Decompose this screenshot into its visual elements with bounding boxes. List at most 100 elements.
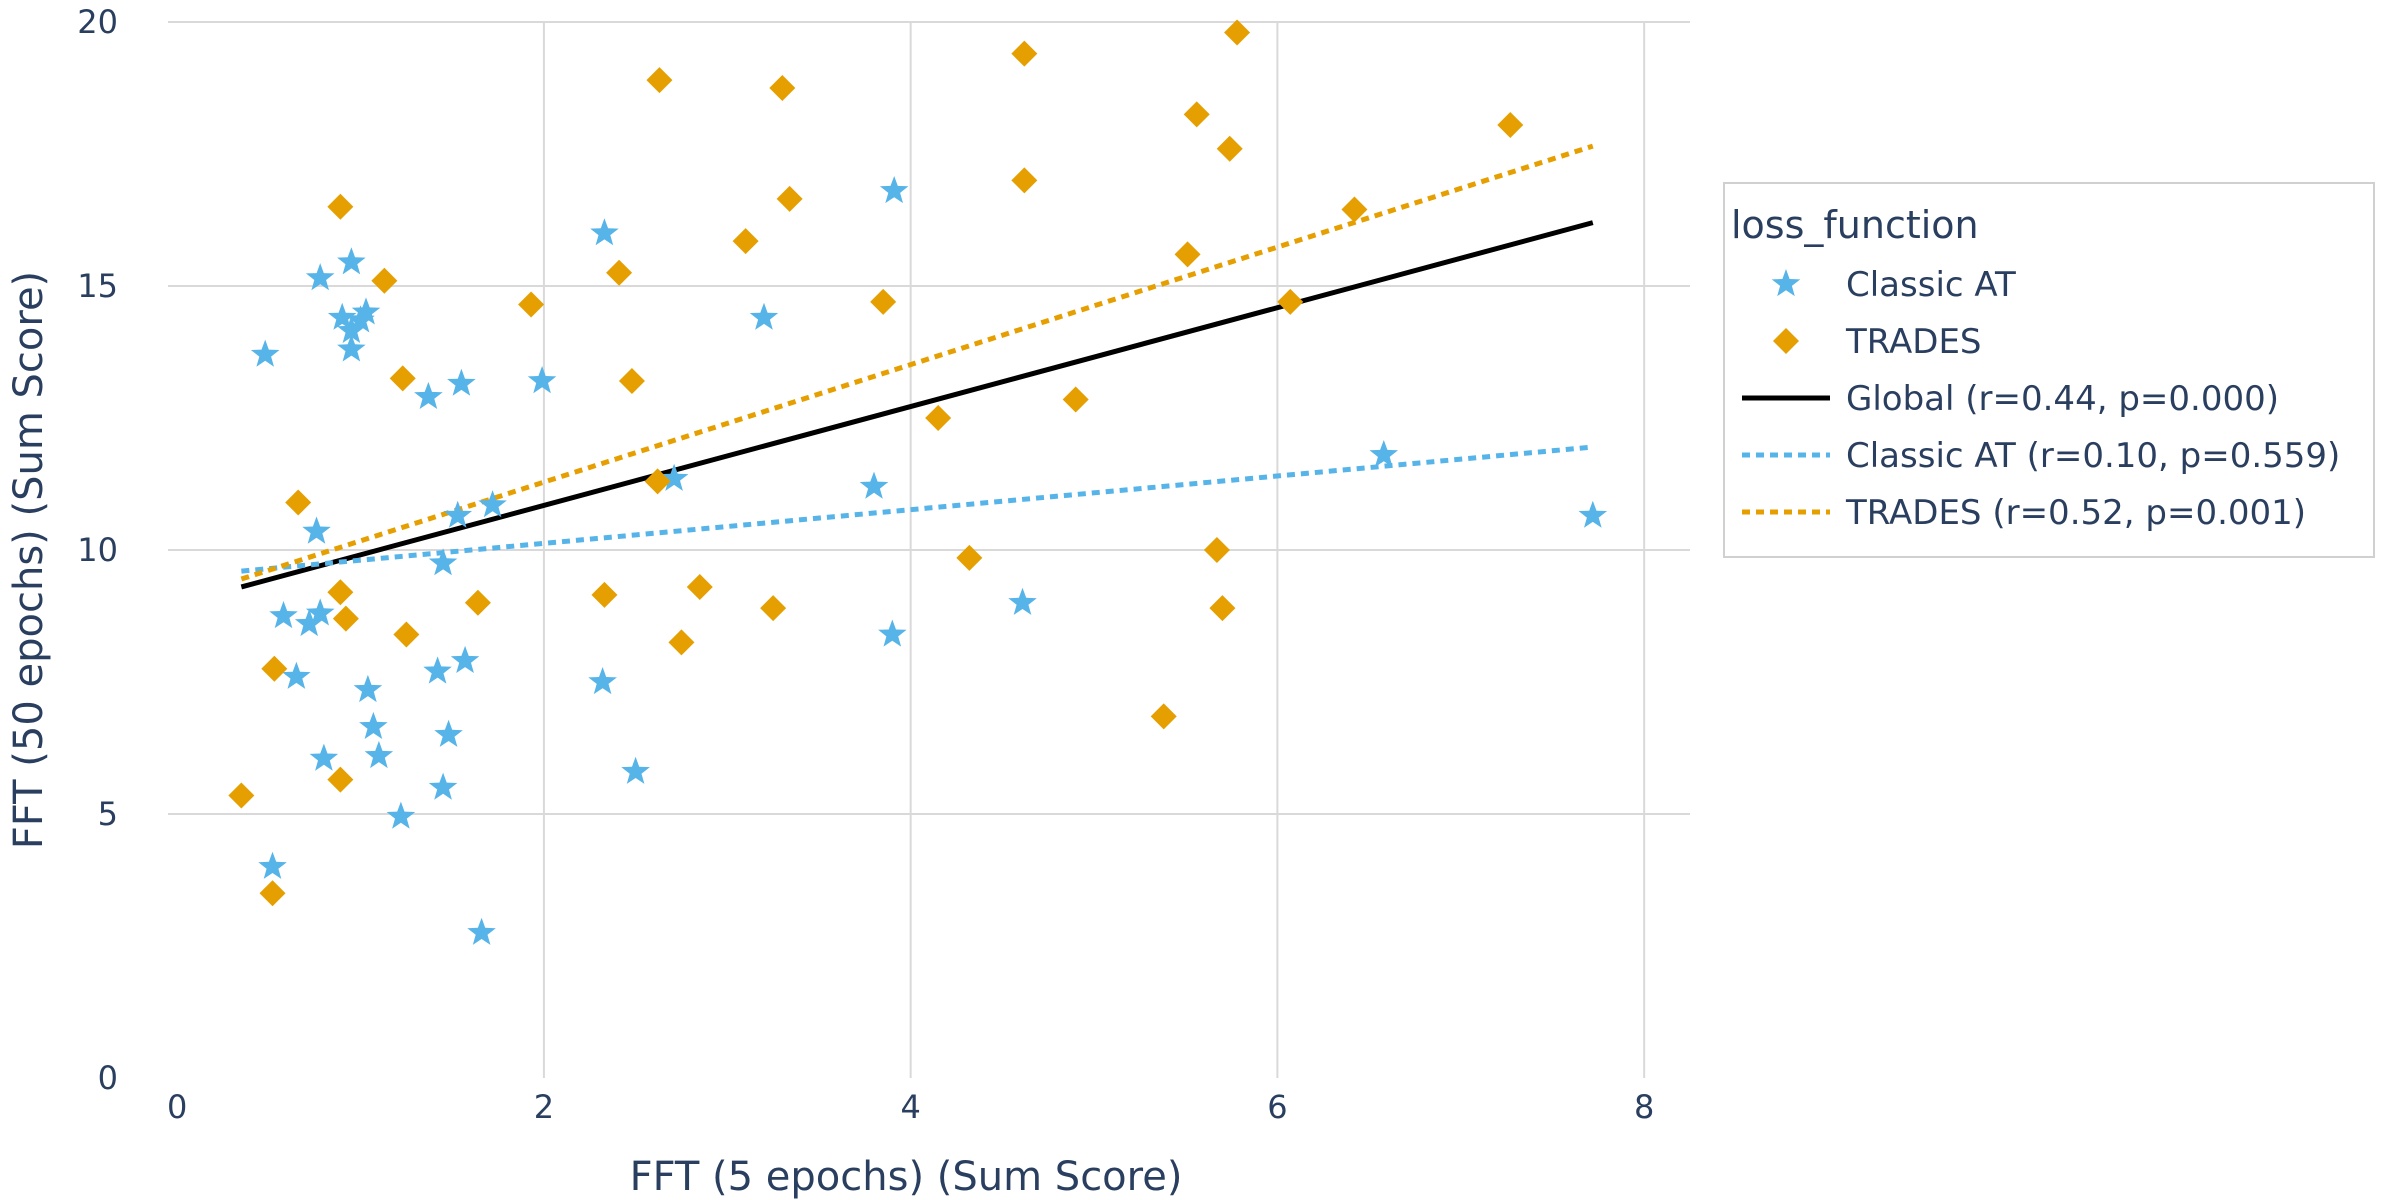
trades-point — [259, 880, 286, 907]
trades-point — [1150, 703, 1177, 730]
grid-lines — [168, 21, 1690, 1078]
x-axis-title: FFT (5 epochs) (Sum Score) — [630, 1154, 1183, 1200]
trades-point — [732, 228, 759, 255]
classic-at-point — [364, 740, 394, 769]
classic-at-point — [359, 711, 388, 739]
trendline — [241, 444, 1594, 574]
legend-box — [1723, 182, 2375, 558]
classic-at-point — [749, 302, 779, 330]
legend-label: TRADES (r=0.52, p=0.001) — [1845, 493, 2306, 533]
trades-point — [327, 766, 354, 793]
trades-point — [464, 589, 491, 616]
trades-point — [1062, 386, 1089, 413]
classic-at-point — [450, 645, 480, 673]
legend-items: Classic AT TRADES Global (r=0.44, p=0.000)… — [1742, 265, 2340, 533]
trendline — [240, 143, 1594, 582]
classic-at-point — [878, 619, 907, 647]
x-tick-label: 4 — [900, 1088, 920, 1126]
y-axis-title: FFT (50 epochs) (Sum Score) — [6, 271, 52, 849]
classic-at-point — [467, 917, 496, 945]
trades-point — [1209, 595, 1236, 622]
classic-at-point — [859, 471, 889, 499]
classic-at-point — [1369, 440, 1398, 468]
classic-at-point — [269, 601, 298, 629]
classic-at-point — [282, 661, 311, 689]
y-tick-label: 0 — [98, 1059, 118, 1097]
classic-at-point — [337, 247, 366, 275]
classic-at-point — [423, 656, 452, 684]
y-tick-label: 15 — [77, 267, 118, 305]
classic-at-point — [447, 368, 476, 396]
legend: loss_function Classic AT TRADES Global (r=… — [1723, 182, 2375, 558]
classic-at-point — [590, 218, 619, 246]
classic-at-point — [351, 297, 381, 325]
classic-at-point — [1008, 587, 1037, 615]
trades-point — [870, 288, 897, 315]
legend-diamond-icon — [1773, 328, 1799, 354]
trades-point — [1216, 135, 1243, 162]
classic-at-point — [337, 315, 366, 343]
classic-at-point — [353, 674, 383, 703]
trades-point — [1011, 167, 1038, 194]
trades-point — [646, 67, 673, 94]
legend-label: Classic AT (r=0.10, p=0.559) — [1846, 436, 2340, 476]
trades-point — [1224, 19, 1251, 46]
x-tick-label: 0 — [167, 1088, 187, 1126]
trades-point — [285, 489, 312, 516]
classic-at-point — [305, 598, 335, 626]
classic-at-point — [443, 500, 472, 528]
trades-point — [668, 629, 695, 656]
trades-point — [518, 291, 545, 318]
trades-point — [760, 595, 787, 622]
classic-at-point — [621, 756, 650, 784]
trades-point — [644, 468, 671, 495]
legend-title: loss_function — [1731, 203, 1979, 247]
trades-point — [1174, 241, 1201, 268]
classic-at-point — [386, 801, 416, 829]
trades-point — [1341, 196, 1368, 223]
data-points — [228, 19, 1608, 945]
classic-at-point — [1578, 500, 1608, 528]
x-tick-label: 6 — [1267, 1088, 1287, 1126]
trades-point — [228, 782, 255, 809]
classic-at-point — [302, 516, 331, 544]
classic-at-point — [327, 302, 357, 330]
trades-point — [769, 75, 796, 101]
trendlines — [240, 143, 1594, 590]
trades-point — [686, 573, 713, 600]
trades-point — [1011, 40, 1038, 67]
trades-point — [1203, 537, 1230, 563]
legend-label: Global (r=0.44, p=0.000) — [1846, 379, 2279, 419]
legend-label: TRADES — [1845, 322, 1982, 362]
trades-point — [327, 579, 354, 606]
trades-point — [606, 259, 633, 286]
trades-point — [956, 544, 983, 571]
trades-point — [1497, 111, 1524, 138]
classic-at-point — [309, 743, 339, 771]
classic-at-point — [337, 334, 366, 362]
y-tick-label: 20 — [77, 3, 118, 41]
classic-at-point — [879, 176, 909, 204]
trades-point — [925, 405, 952, 431]
classic-at-point — [434, 719, 463, 747]
x-tick-label: 8 — [1634, 1088, 1654, 1126]
tick-labels: 0 2 4 6 8 0 5 10 15 20 — [77, 3, 1654, 1126]
legend-star-icon — [1771, 269, 1801, 297]
classic-at-point — [414, 381, 443, 409]
trades-point — [618, 368, 645, 395]
trades-point — [327, 193, 354, 220]
trades-point — [389, 365, 416, 392]
y-tick-label: 10 — [77, 531, 118, 569]
classic-at-point — [659, 463, 689, 491]
legend-label: Classic AT — [1846, 265, 2016, 305]
classic-at-point — [588, 667, 617, 695]
y-tick-label: 5 — [98, 795, 118, 833]
trades-point — [1277, 288, 1304, 315]
trades-point — [332, 605, 359, 632]
classic-at-point — [258, 851, 287, 879]
trades-point — [393, 621, 420, 648]
trades-point — [261, 655, 288, 682]
trades-point — [776, 185, 803, 212]
trades-point — [371, 267, 398, 294]
